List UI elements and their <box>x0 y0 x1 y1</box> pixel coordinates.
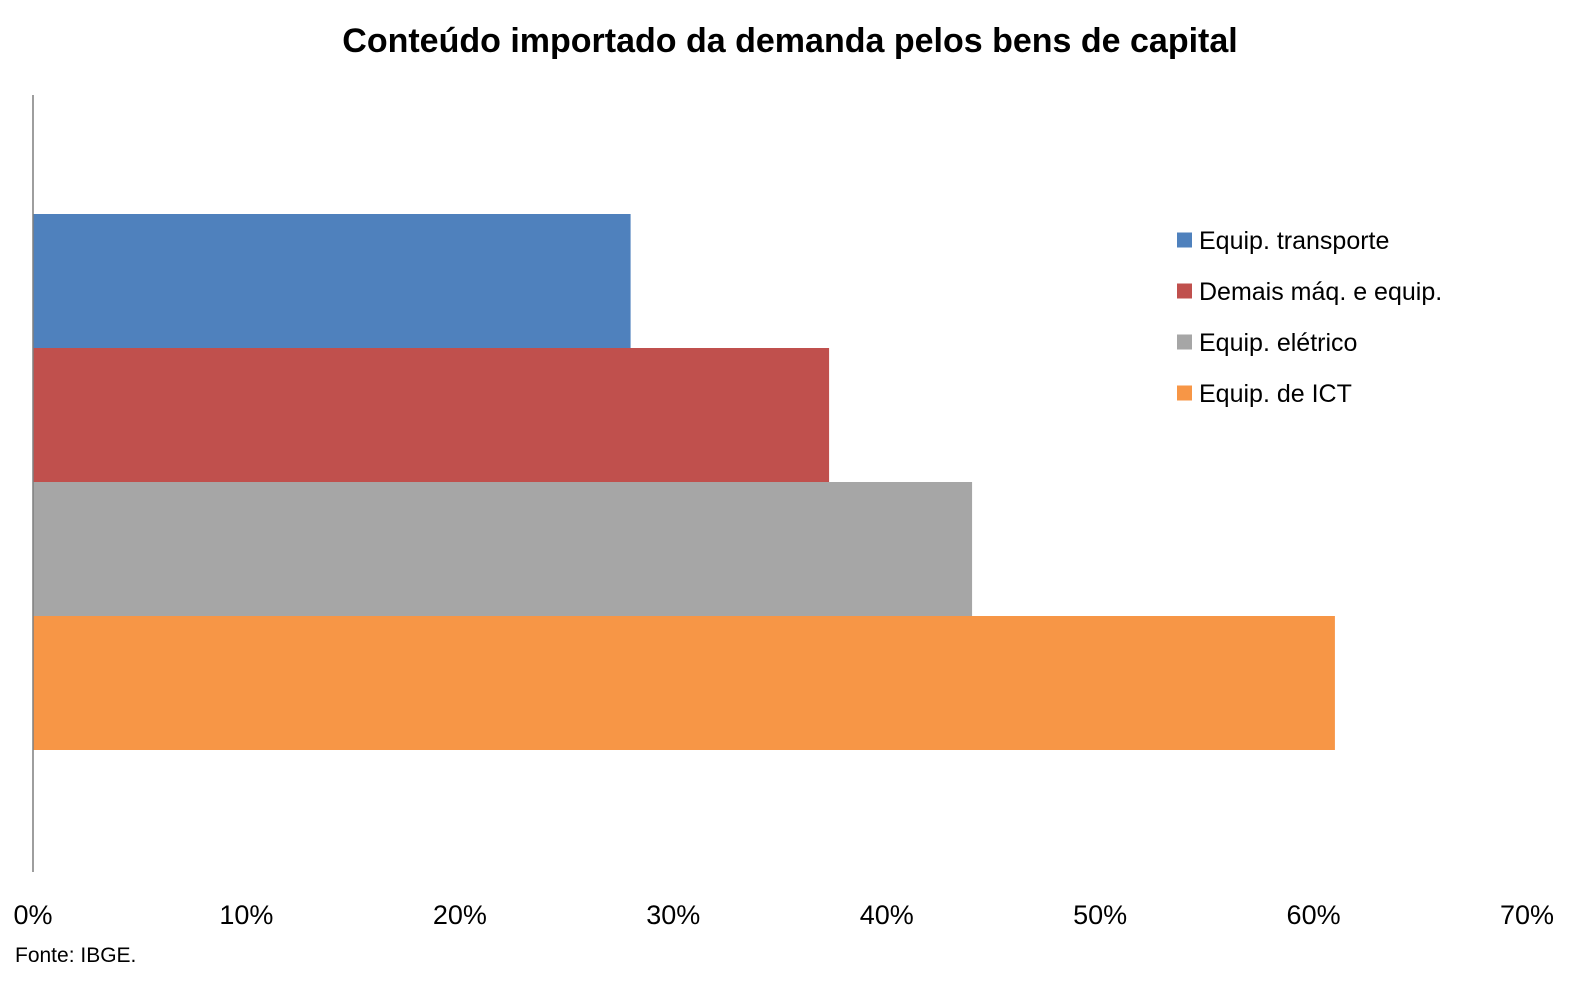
x-tick-label: 30% <box>646 900 700 930</box>
x-tick-label: 0% <box>13 900 52 930</box>
legend-swatch <box>1177 334 1192 350</box>
bars-group <box>33 214 1335 750</box>
bar-4 <box>33 616 1335 750</box>
x-tick-label: 40% <box>860 900 914 930</box>
bar-3 <box>33 482 973 616</box>
bar-2 <box>33 348 830 482</box>
legend-swatch <box>1177 385 1192 401</box>
legend-swatch <box>1177 232 1192 248</box>
chart-title: Conteúdo importado da demanda pelos bens… <box>342 22 1237 60</box>
x-tick-label: 20% <box>433 900 487 930</box>
legend-label: Equip. transporte <box>1199 227 1389 255</box>
legend-label: Equip. elétrico <box>1199 329 1357 357</box>
x-tick-label: 50% <box>1073 900 1127 930</box>
x-tick-label: 60% <box>1287 900 1341 930</box>
legend-swatch <box>1177 283 1192 299</box>
legend-label: Demais máq. e equip. <box>1199 278 1442 306</box>
legend-label: Equip. de ICT <box>1199 380 1352 408</box>
x-tick-label: 70% <box>1500 900 1554 930</box>
source-note: Fonte: IBGE. <box>15 944 136 967</box>
x-axis-ticks: 0% 10% 20% 30% 40% 50% 60% 70% <box>13 900 1554 930</box>
bar-1 <box>33 214 631 348</box>
legend: Equip. transporte Demais máq. e equip. Equ… <box>1177 227 1442 408</box>
x-tick-label: 10% <box>219 900 273 930</box>
